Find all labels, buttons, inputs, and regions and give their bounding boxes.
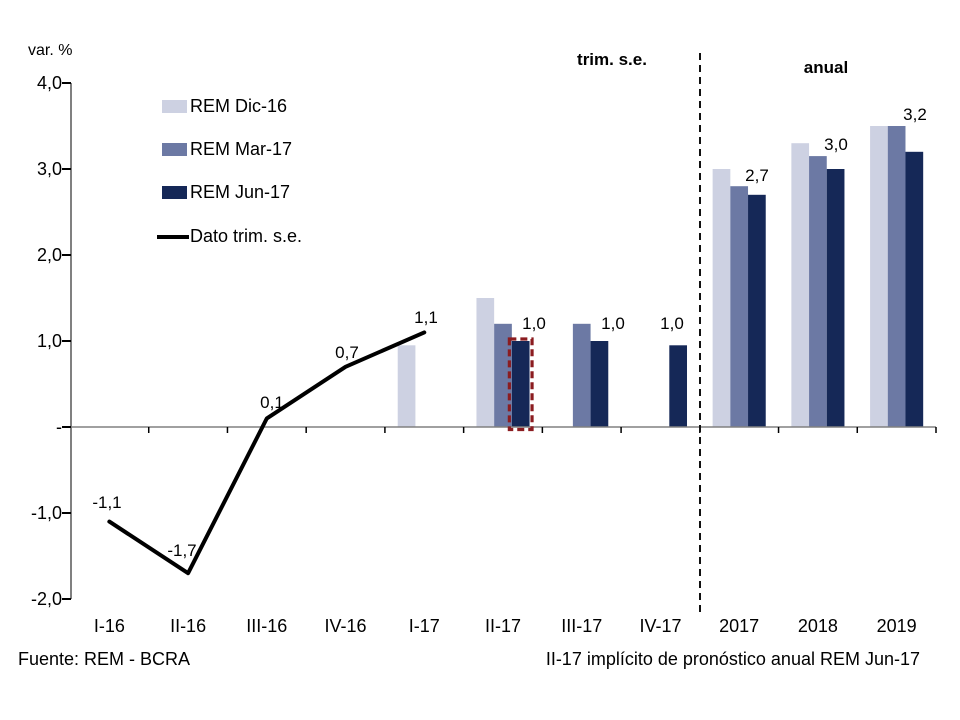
y-tick-label: 2,0 [36,245,62,265]
bar-remdic16-2017 [712,169,731,427]
y-tick-label: - [56,417,62,437]
section-title-quarterly: trim. s.e. [577,50,647,69]
bar-remjun17-iv-17 [669,345,688,427]
bar-remmar17-2017 [730,186,749,427]
legend-swatch-remmar17 [162,143,187,156]
data-label: 3,2 [903,105,927,124]
y-tick-label: 4,0 [36,73,62,93]
data-label: 1,0 [601,314,625,333]
highlight-box [507,337,534,432]
x-category-label-ii-16: II-16 [170,616,207,636]
bar-remmar17-iii-17 [572,323,591,427]
x-category-label-iii-16: III-16 [246,616,288,636]
bar-remdic16-i-17 [397,345,416,427]
x-category-label-ii-17: II-17 [484,616,522,636]
bar-remdic16-2018 [791,143,810,427]
y-tick-label: -2,0 [30,589,62,609]
bar-remmar17-2018 [809,156,827,427]
bar-remdic16-ii-17 [476,298,495,427]
y-tick-label: -1,0 [30,503,62,523]
x-category-label-2018: 2018 [797,616,838,636]
x-category-label-iv-17: IV-17 [639,616,682,636]
data-label: 1,0 [660,314,684,333]
data-label: -1,1 [92,493,122,512]
data-label: 0,7 [335,343,359,362]
y-tick-label: 3,0 [36,159,62,179]
legend-swatch-remdic16 [162,100,187,113]
bar-remjun17-2018 [826,169,845,427]
x-category-label-iv-16: IV-16 [324,616,367,636]
legend-line-swatch [157,235,189,239]
x-category-label-i-16: I-16 [93,616,125,636]
y-axis-unit-label: var. % [28,42,73,59]
footnote: II-17 implícito de pronóstico anual REM … [545,649,920,669]
legend-swatch-remjun17 [162,186,187,199]
data-label: 0,1 [260,393,284,412]
legend-label: Dato trim. s.e. [190,226,303,246]
legend-label: REM Dic-16 [190,96,288,116]
data-label: 1,0 [522,314,546,333]
bar-remmar17-2019 [887,126,906,427]
data-label: -1,7 [167,541,197,560]
x-category-label-2017: 2017 [719,616,760,636]
y-tick-label: 1,0 [36,331,62,351]
section-title-annual: anual [803,58,849,77]
x-category-label-i-17: I-17 [408,616,440,636]
data-label: 3,0 [824,135,848,154]
bar-remjun17-2017 [748,194,766,427]
x-category-label-2019: 2019 [876,616,917,636]
legend-label: REM Jun-17 [190,182,291,202]
bar-remmar17-ii-17 [494,323,512,427]
bar-remjun17-ii-17 [511,341,530,427]
source-note: Fuente: REM - BCRA [18,649,191,669]
bar-remdic16-2019 [870,126,888,427]
legend-label: REM Mar-17 [190,139,293,159]
bar-remjun17-iii-17 [590,341,609,427]
bar-remjun17-2019 [905,151,924,428]
data-label: 2,7 [745,166,769,185]
x-category-label-iii-17: III-17 [561,616,603,636]
data-label: 1,1 [414,308,438,327]
trend-line [107,330,427,576]
